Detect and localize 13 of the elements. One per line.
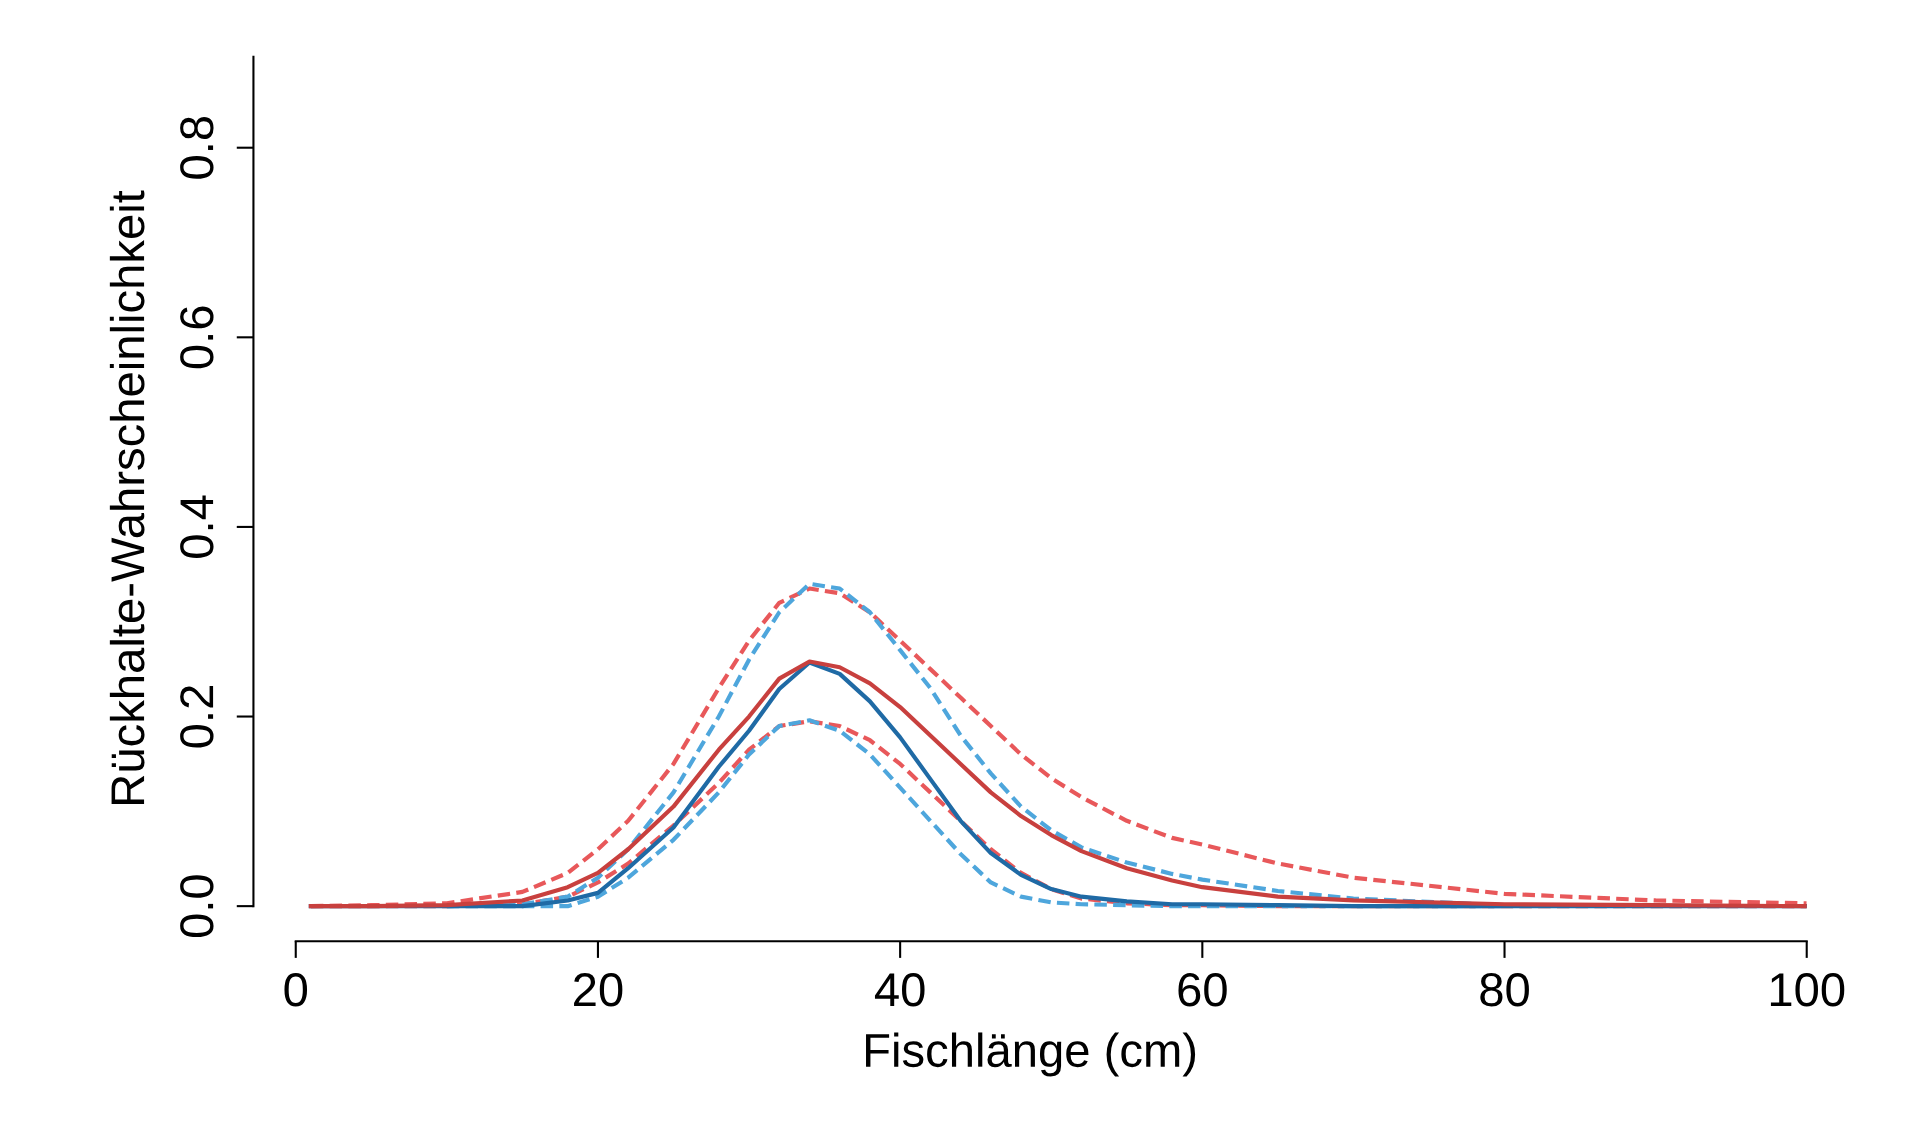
- y-tick-label: 0.6: [180, 306, 214, 369]
- y-axis-title: Rückhalte-Wahrscheinlichkeit: [109, 190, 145, 804]
- y-tick-label: 0.0: [180, 875, 214, 938]
- x-tick-label: 0: [284, 973, 308, 1007]
- y-tick-label: 0.4: [180, 495, 214, 558]
- x-tick-label: 40: [874, 973, 925, 1007]
- y-tick-label: 0.2: [180, 686, 214, 748]
- x-tick-label: 60: [1178, 973, 1227, 1007]
- x-tick-label: 20: [574, 973, 623, 1007]
- x-axis-title: Fischlänge (cm): [866, 1032, 1196, 1077]
- y-tick-label: 0.8: [180, 116, 214, 179]
- x-tick-label: 80: [1480, 973, 1529, 1007]
- x-tick-label: 100: [1770, 973, 1845, 1007]
